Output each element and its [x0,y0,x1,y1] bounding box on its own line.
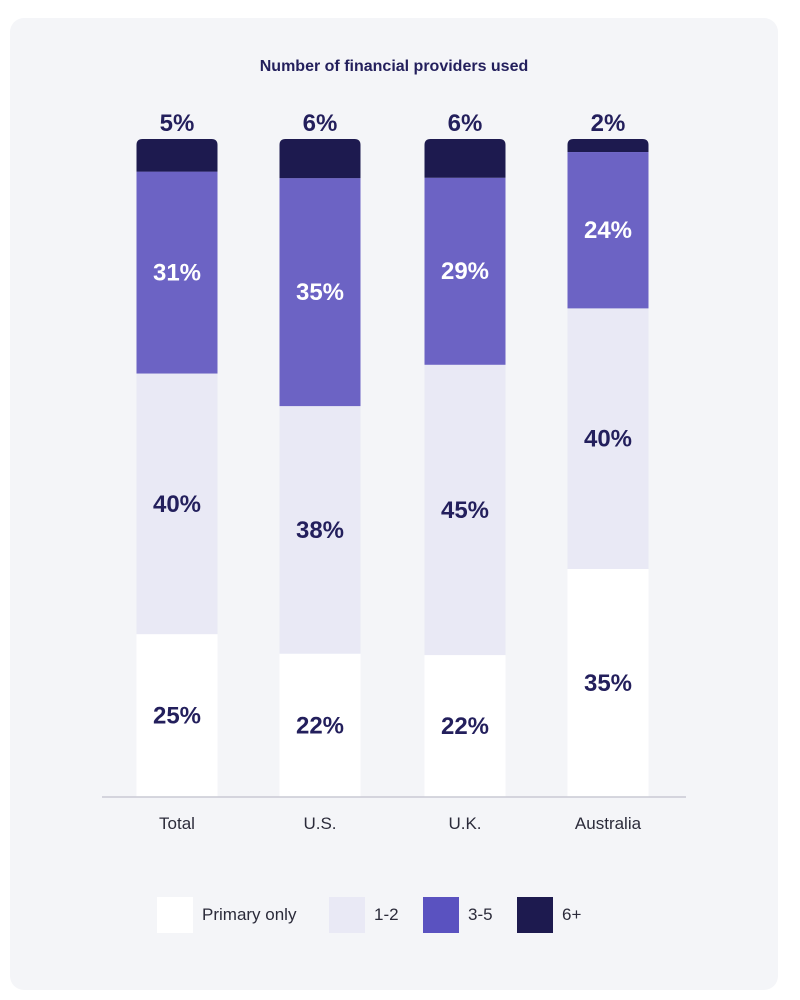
category-label-u-s: U.S. [303,814,336,833]
category-label-australia: Australia [575,814,642,833]
data-label-u-k-primary-only: 22% [441,713,489,740]
data-label-u-s-1-2: 38% [296,517,344,544]
legend-item-3-5: 3-5 [423,897,493,933]
legend-swatch [517,897,553,933]
bar-segment-u-k-1-2 [424,364,506,656]
legend-label: 3-5 [468,905,493,924]
legend-item-1-2: 1-2 [329,897,399,933]
legend-label: 1-2 [374,905,399,924]
data-label-australia-6: 2% [591,110,626,137]
data-label-australia-3-5: 24% [584,217,632,244]
chart-legend: Primary only 1-2 3-5 6+ [0,897,800,937]
bar-segment-australia-3-5 [567,152,649,309]
data-label-u-s-6: 6% [303,110,338,137]
category-label-u-k: U.K. [448,814,481,833]
data-label-total-3-5: 31% [153,260,201,287]
bar-segment-u-s-3-5 [279,178,361,407]
bar-segment-australia-1-2 [567,308,649,569]
data-label-u-k-6: 6% [448,110,483,137]
bar-segment-total-primary-only [136,634,218,797]
bar-segment-u-s-6 [279,139,361,179]
bar-segment-australia-primary-only [567,568,649,797]
data-label-total-6: 5% [160,110,195,137]
legend-item-primary-only: Primary only [157,897,296,933]
data-label-u-k-3-5: 29% [441,258,489,285]
category-label-total: Total [159,814,195,833]
legend-label: 6+ [562,905,582,924]
bar-segment-u-k-6 [424,139,506,178]
legend-swatch [157,897,193,933]
bar-segment-u-k-primary-only [424,655,506,797]
legend-item-6: 6+ [517,897,581,933]
data-label-u-k-1-2: 45% [441,497,489,524]
bar-segment-total-1-2 [136,373,218,635]
legend-swatch [423,897,459,933]
bar-segment-u-s-1-2 [279,406,361,654]
legend-label: Primary only [202,905,297,924]
data-label-australia-1-2: 40% [584,426,632,453]
bar-segment-total-3-5 [136,171,218,374]
data-label-total-1-2: 40% [153,491,201,518]
data-label-u-s-3-5: 35% [296,279,344,306]
legend-swatch [329,897,365,933]
data-label-total-primary-only: 25% [153,703,201,730]
bar-segment-u-k-3-5 [424,177,506,365]
bar-segment-u-s-primary-only [279,653,361,797]
bar-segment-australia-6 [567,139,649,153]
data-label-australia-primary-only: 35% [584,670,632,697]
data-label-u-s-primary-only: 22% [296,712,344,739]
stacked-bar-chart: 25% 40% 31% 5% Total 22% 38% 35% 6% U.S. 22% 45% 29%… [102,110,686,833]
bar-segment-total-6 [136,139,218,172]
chart-title: Number of financial providers used [259,58,529,75]
